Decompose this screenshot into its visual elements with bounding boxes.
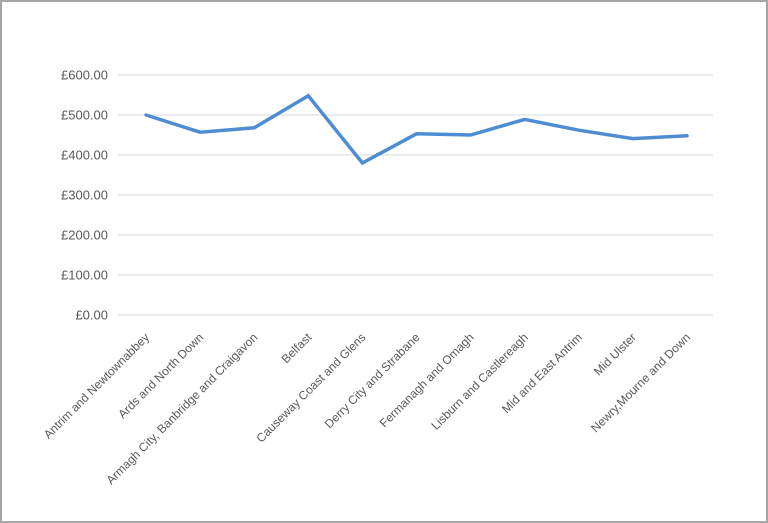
y-axis-tick-label: £200.00 <box>61 228 108 243</box>
y-axis-tick-label: £100.00 <box>61 268 108 283</box>
x-axis-category-label: Fermanagh and Omagh <box>377 330 477 430</box>
x-axis-category-label: Causeway Coast and Glens <box>253 330 368 445</box>
y-axis-tick-label: £500.00 <box>61 108 108 123</box>
y-axis-tick-label: £400.00 <box>61 148 108 163</box>
x-axis-category-label: Lisburn and Castlereagh <box>428 330 530 432</box>
y-axis-tick-label: £300.00 <box>61 188 108 203</box>
x-axis-category-label: Derry City and Strabane <box>322 330 423 431</box>
y-axis-tick-label: £0.00 <box>75 308 108 323</box>
y-axis-tick-label: £600.00 <box>61 68 108 83</box>
x-axis-category-label: Mid Ulster <box>591 330 639 378</box>
data-series-line <box>144 93 689 166</box>
x-axis-category-label: Belfast <box>279 330 315 366</box>
x-axis-category-label: Newry,Mourne and Down <box>588 330 693 435</box>
x-axis-category-label: Antrim and Newtownabbey <box>41 330 152 441</box>
